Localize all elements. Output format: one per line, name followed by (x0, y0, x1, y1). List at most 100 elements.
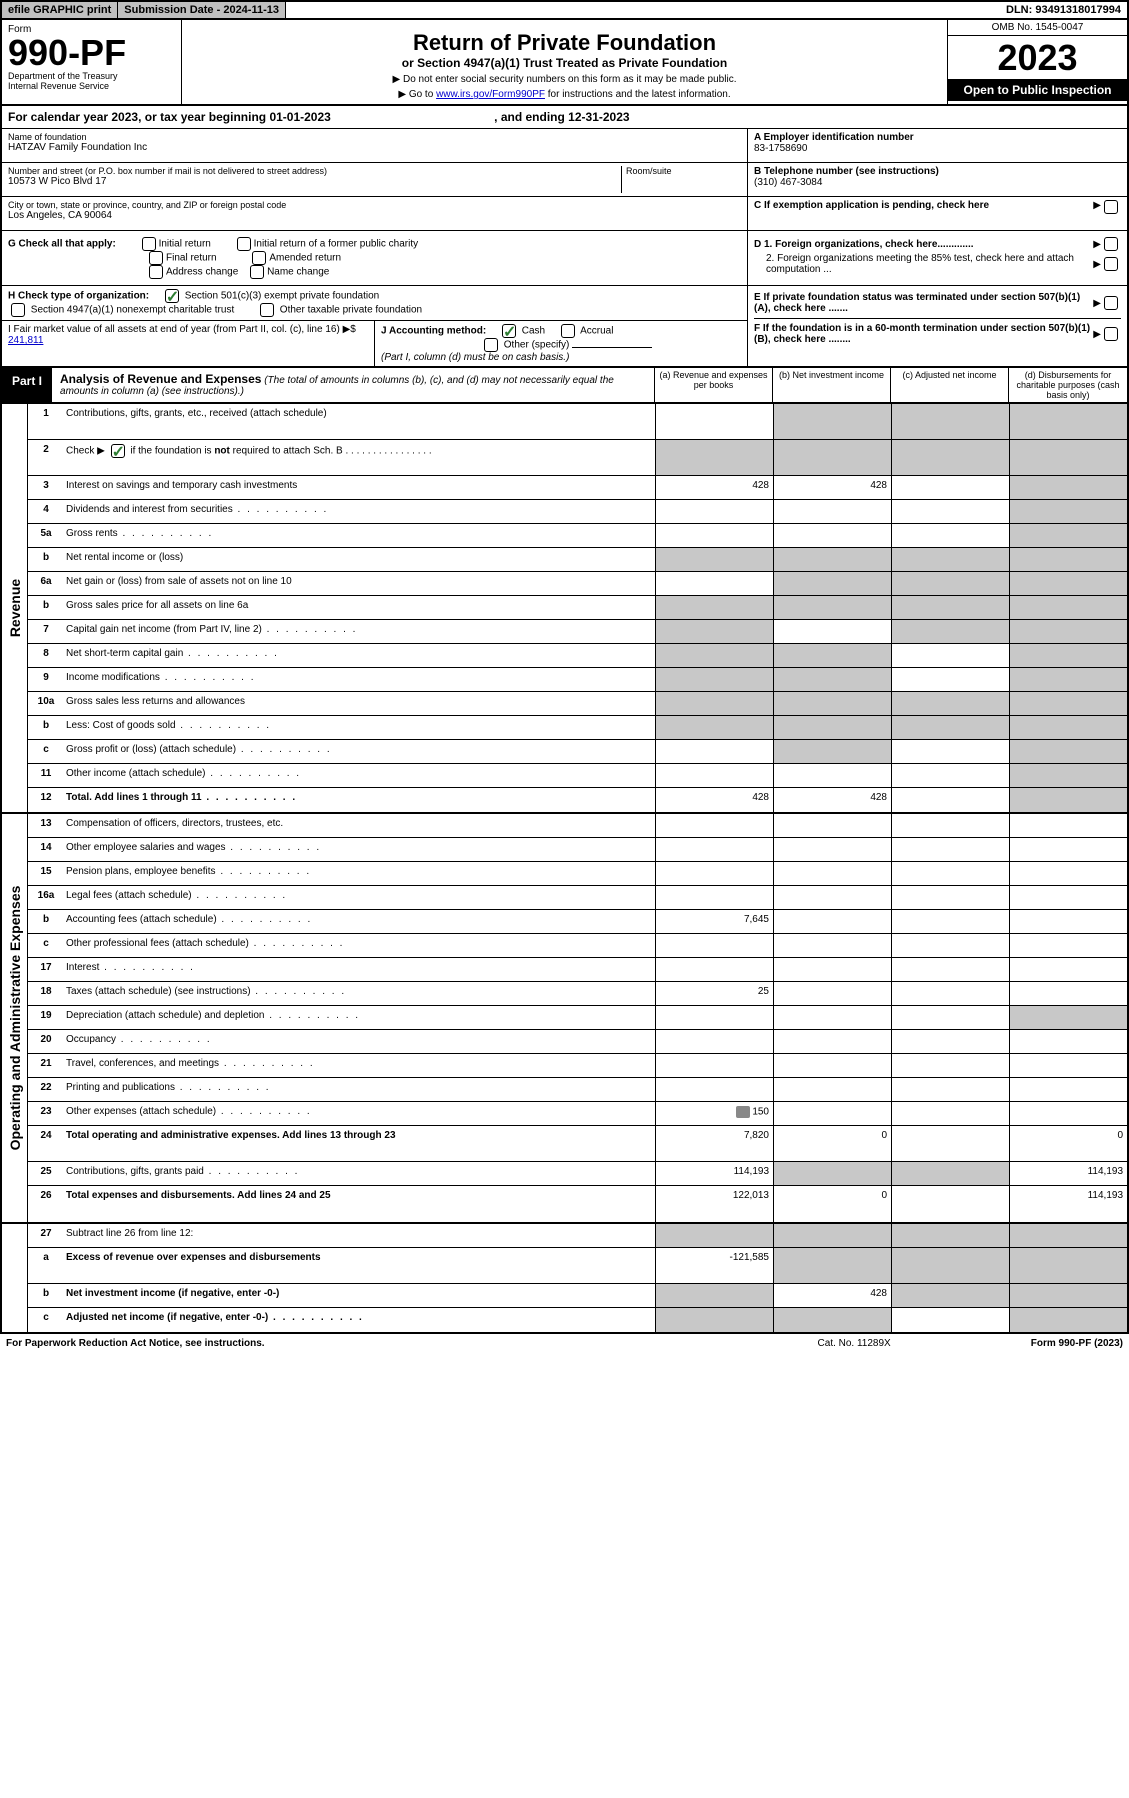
address-change-checkbox[interactable] (149, 265, 163, 279)
l11-b (773, 764, 891, 787)
l10a-b (773, 692, 891, 715)
city-value: Los Angeles, CA 90064 (8, 210, 741, 221)
l6b-b (773, 596, 891, 619)
d1-checkbox[interactable] (1104, 237, 1118, 251)
l5b-c (891, 548, 1009, 571)
l17-c (891, 958, 1009, 981)
c-checkbox[interactable] (1104, 200, 1118, 214)
line-no: 19 (28, 1006, 64, 1029)
l23-d (1009, 1102, 1127, 1125)
other-method-input[interactable] (572, 347, 652, 348)
line-23-desc: Other expenses (attach schedule) (64, 1102, 655, 1125)
l24-c (891, 1126, 1009, 1161)
l8-b (773, 644, 891, 667)
l8-a (655, 644, 773, 667)
instructions-link[interactable]: www.irs.gov/Form990PF (436, 89, 545, 100)
l27a-d (1009, 1248, 1127, 1283)
fmv-value[interactable]: 241,811 (8, 335, 43, 346)
line-no: 4 (28, 500, 64, 523)
revenue-table: Revenue 1Contributions, gifts, grants, e… (0, 404, 1129, 814)
l11-d (1009, 764, 1127, 787)
l10a-a (655, 692, 773, 715)
cash-checkbox[interactable] (502, 324, 516, 338)
name-change-checkbox[interactable] (250, 265, 264, 279)
line-no: 27 (28, 1224, 64, 1247)
line-10a-desc: Gross sales less returns and allowances (64, 692, 655, 715)
l27c-d (1009, 1308, 1127, 1332)
attachment-icon[interactable] (736, 1106, 750, 1118)
dept-irs: Internal Revenue Service (8, 81, 175, 91)
l27a-b (773, 1248, 891, 1283)
l23-c (891, 1102, 1009, 1125)
l16c-a (655, 934, 773, 957)
line-18-desc: Taxes (attach schedule) (see instruction… (64, 982, 655, 1005)
l25-d: 114,193 (1009, 1162, 1127, 1185)
name-change-label: Name change (267, 267, 329, 278)
line-no: 11 (28, 764, 64, 787)
arrow-icon: ▶ (1093, 298, 1101, 309)
501c3-checkbox[interactable] (165, 289, 179, 303)
line-12-desc: Total. Add lines 1 through 11 (64, 788, 655, 812)
line-16c-desc: Other professional fees (attach schedule… (64, 934, 655, 957)
4947-label: Section 4947(a)(1) nonexempt charitable … (31, 305, 234, 316)
exemption-pending-cell: C If exemption application is pending, c… (748, 197, 1127, 231)
l10b-d (1009, 716, 1127, 739)
e-checkbox[interactable] (1104, 296, 1118, 310)
l9-c (891, 668, 1009, 691)
l11-a (655, 764, 773, 787)
d2-checkbox[interactable] (1104, 257, 1118, 271)
l5a-c (891, 524, 1009, 547)
l8-c (891, 644, 1009, 667)
l19-d (1009, 1006, 1127, 1029)
revenue-vert-label: Revenue (2, 404, 28, 812)
l18-a: 25 (655, 982, 773, 1005)
l17-a (655, 958, 773, 981)
line-7-desc: Capital gain net income (from Part IV, l… (64, 620, 655, 643)
j-label: J Accounting method: (381, 326, 486, 337)
omb-number: OMB No. 1545-0047 (948, 20, 1127, 36)
ein-value: 83-1758690 (754, 143, 1121, 154)
l27a-a: -121,585 (655, 1248, 773, 1283)
amended-return-checkbox[interactable] (252, 251, 266, 265)
l19-b (773, 1006, 891, 1029)
initial-former-checkbox[interactable] (237, 237, 251, 251)
line-no: c (28, 1308, 64, 1332)
l10a-d (1009, 692, 1127, 715)
l25-c (891, 1162, 1009, 1185)
f-checkbox[interactable] (1104, 327, 1118, 341)
l23-a-val: 150 (752, 1107, 769, 1118)
l19-c (891, 1006, 1009, 1029)
line-no: 2 (28, 440, 64, 475)
final-return-checkbox[interactable] (149, 251, 163, 265)
accrual-checkbox[interactable] (561, 324, 575, 338)
arrow-icon: ▶ (1093, 239, 1101, 250)
l2-d (1009, 440, 1127, 475)
l9-d (1009, 668, 1127, 691)
g-label: G Check all that apply: (8, 239, 116, 250)
l16c-c (891, 934, 1009, 957)
initial-return-label: Initial return (159, 239, 211, 250)
l10c-a (655, 740, 773, 763)
line-no: c (28, 934, 64, 957)
efile-label[interactable]: efile GRAPHIC print (2, 2, 118, 18)
other-method-checkbox[interactable] (484, 338, 498, 352)
initial-return-checkbox[interactable] (142, 237, 156, 251)
l5a-b (773, 524, 891, 547)
line-no: 14 (28, 838, 64, 861)
l10c-c (891, 740, 1009, 763)
l13-d (1009, 814, 1127, 837)
l26-b: 0 (773, 1186, 891, 1222)
l2-c (891, 440, 1009, 475)
l12-c (891, 788, 1009, 812)
line-no: 7 (28, 620, 64, 643)
schb-checkbox[interactable] (111, 444, 125, 458)
l10b-a (655, 716, 773, 739)
4947-checkbox[interactable] (11, 303, 25, 317)
other-taxable-checkbox[interactable] (260, 303, 274, 317)
l5b-b (773, 548, 891, 571)
col-a-head: (a) Revenue and expenses per books (655, 368, 773, 402)
l6b-c (891, 596, 1009, 619)
l22-d (1009, 1078, 1127, 1101)
line-22-desc: Printing and publications (64, 1078, 655, 1101)
line-no: 1 (28, 404, 64, 439)
